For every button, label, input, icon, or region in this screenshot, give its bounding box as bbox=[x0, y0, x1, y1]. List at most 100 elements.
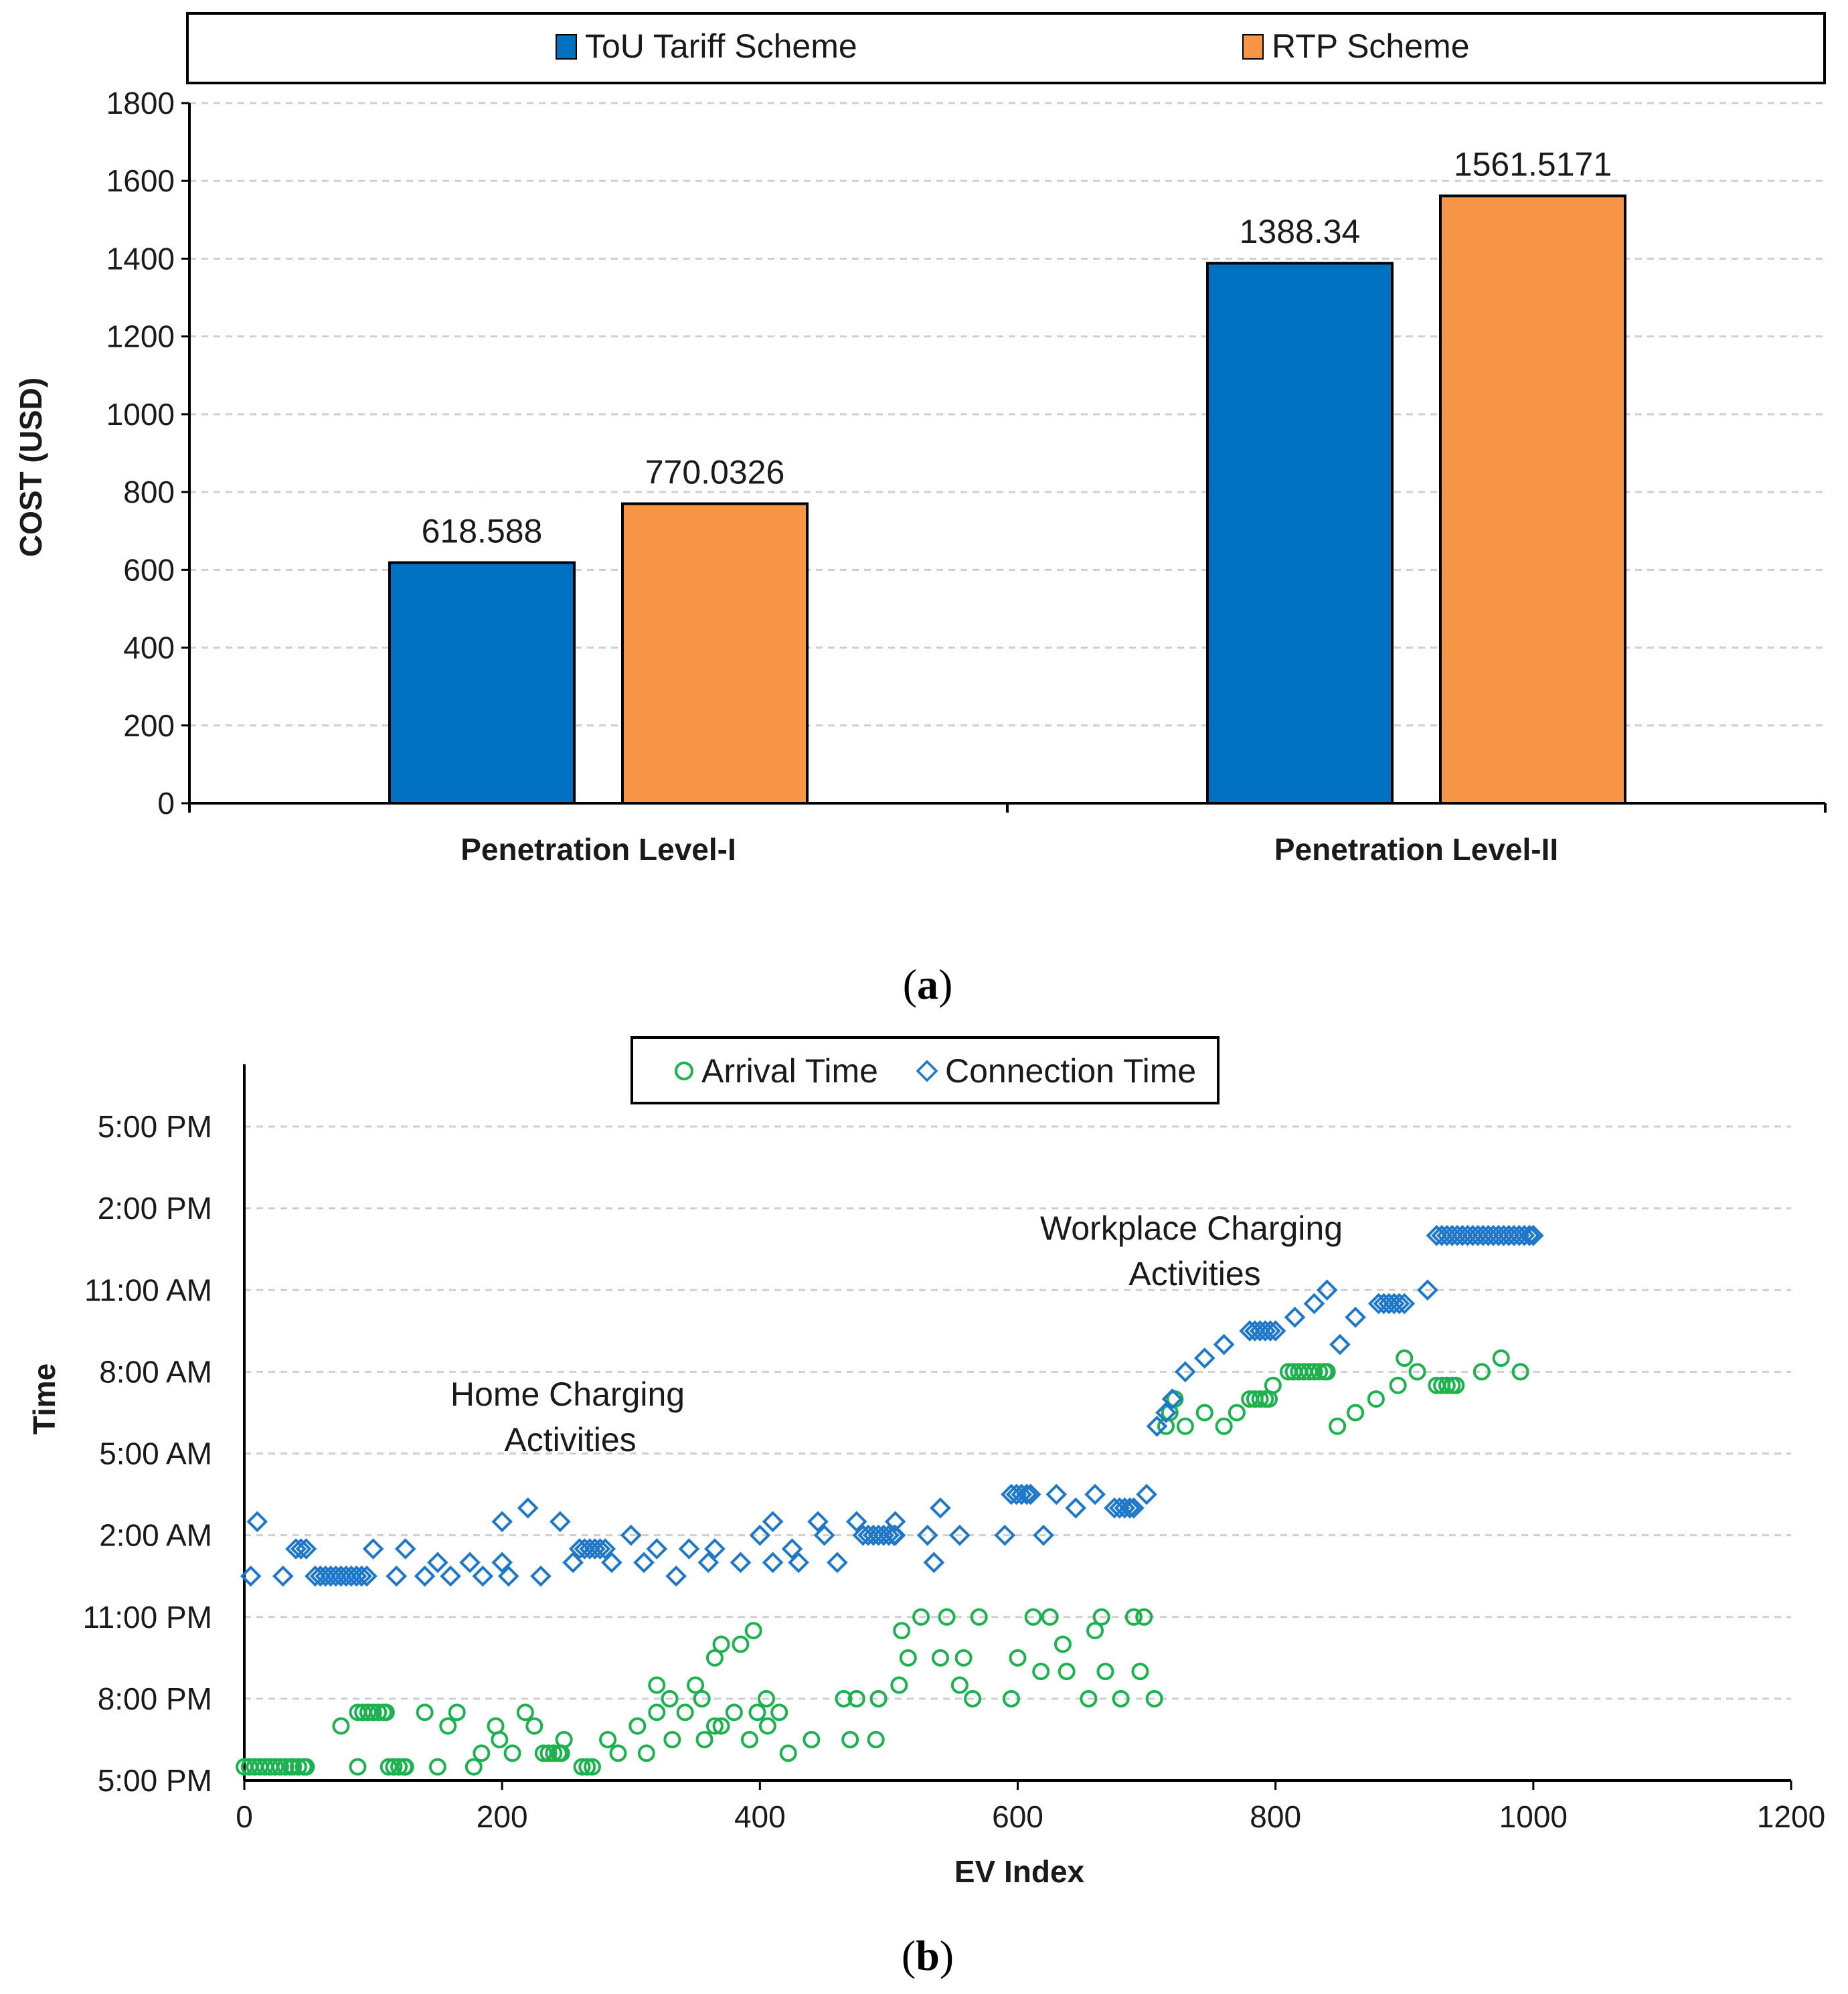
arrival-point bbox=[748, 1704, 766, 1722]
arrival-point bbox=[1447, 1376, 1465, 1394]
arrival-point bbox=[349, 1758, 367, 1776]
panel-a-letter: a bbox=[917, 961, 938, 1008]
arrival-point bbox=[695, 1730, 713, 1748]
connection-point bbox=[813, 1524, 835, 1546]
arrival-point bbox=[1092, 1608, 1110, 1626]
connection-point bbox=[1417, 1279, 1438, 1301]
arrival-point bbox=[899, 1649, 917, 1667]
arrival-point bbox=[757, 1689, 775, 1708]
arrival-point bbox=[705, 1649, 724, 1667]
arrival-point bbox=[1347, 1404, 1365, 1422]
connection-point bbox=[1193, 1347, 1215, 1369]
arrival-point bbox=[297, 1758, 315, 1776]
bar-y-tick-label: 1200 bbox=[106, 319, 175, 354]
connection-point bbox=[1316, 1279, 1338, 1301]
arrival-point bbox=[628, 1717, 647, 1735]
connection-point bbox=[884, 1511, 906, 1533]
bar-y-tick-label: 800 bbox=[123, 475, 175, 509]
arrival-point bbox=[1145, 1689, 1163, 1708]
arrival-point bbox=[661, 1689, 679, 1708]
connection-point bbox=[807, 1511, 829, 1533]
connection-point bbox=[1146, 1415, 1168, 1437]
arrival-point bbox=[377, 1704, 395, 1722]
arrival-point bbox=[869, 1689, 888, 1708]
connection-point bbox=[491, 1511, 513, 1533]
connection-point bbox=[878, 1524, 900, 1546]
category-label-level-1: Penetration Level-I bbox=[460, 832, 736, 867]
arrival-point bbox=[758, 1717, 776, 1735]
arrival-point bbox=[583, 1758, 601, 1776]
legend-tou-swatch bbox=[556, 34, 577, 60]
arrival-point bbox=[289, 1758, 307, 1776]
annotation-workplace-line2: Activities bbox=[1128, 1255, 1260, 1293]
arrival-point bbox=[503, 1744, 521, 1762]
connection-point bbox=[351, 1565, 373, 1587]
connection-point bbox=[1019, 1483, 1041, 1505]
connection-point bbox=[589, 1538, 611, 1560]
arrival-point bbox=[539, 1744, 558, 1762]
scatter-x-tick-label: 400 bbox=[734, 1799, 786, 1834]
connection-point bbox=[730, 1552, 752, 1574]
arrival-point bbox=[1086, 1622, 1104, 1640]
legend-arrival-label: Arrival Time bbox=[701, 1052, 878, 1090]
panel-b-letter: b bbox=[916, 1932, 940, 1979]
connection-point bbox=[240, 1565, 262, 1587]
arrival-point bbox=[705, 1717, 724, 1735]
arrival-point bbox=[416, 1704, 434, 1722]
scatter-x-tick-labels: 0 200 400 600 800 1000 1200 bbox=[236, 1799, 1825, 1834]
connection-point bbox=[1161, 1388, 1183, 1410]
arrival-point bbox=[1032, 1663, 1050, 1681]
bar-y-axis-title: COST (USD) bbox=[13, 378, 48, 557]
connection-point bbox=[1045, 1483, 1068, 1505]
legend-arrival-marker bbox=[675, 1062, 693, 1080]
connection-point bbox=[620, 1524, 642, 1546]
bar-tou-2 bbox=[1206, 262, 1394, 805]
arrival-point bbox=[663, 1730, 681, 1748]
scatter-x-axis-title: EV Index bbox=[954, 1854, 1085, 1889]
arrival-point bbox=[712, 1717, 730, 1735]
arrival-point bbox=[1251, 1390, 1269, 1408]
connection-point bbox=[788, 1552, 809, 1574]
arrival-point bbox=[893, 1622, 911, 1640]
arrival-point bbox=[573, 1758, 591, 1776]
bar-y-tick-label: 200 bbox=[123, 708, 175, 743]
connection-point bbox=[678, 1538, 700, 1560]
data-label-rtp-2: 1561.5171 bbox=[1454, 146, 1612, 183]
arrival-point bbox=[890, 1676, 908, 1694]
panel-a-caption: (a) bbox=[903, 961, 953, 1008]
arrival-point bbox=[1176, 1417, 1194, 1435]
arrival-point bbox=[1112, 1689, 1130, 1708]
arrival-point bbox=[970, 1608, 988, 1626]
arrival-point bbox=[332, 1717, 350, 1735]
arrival-point bbox=[516, 1704, 534, 1722]
arrival-point bbox=[676, 1704, 694, 1722]
arrival-point bbox=[1002, 1689, 1020, 1708]
connection-point bbox=[916, 1524, 938, 1546]
bar-series bbox=[388, 194, 1626, 805]
connection-point bbox=[594, 1538, 616, 1560]
scatter-x-tick-label: 0 bbox=[236, 1799, 253, 1834]
scatter-x-tick-label: 200 bbox=[477, 1799, 528, 1834]
arrival-point bbox=[284, 1758, 303, 1776]
connection-point bbox=[1016, 1483, 1037, 1505]
arrival-point bbox=[1024, 1608, 1042, 1626]
arrival-point bbox=[950, 1676, 969, 1694]
arrival-point bbox=[555, 1730, 573, 1748]
connection-point bbox=[562, 1552, 584, 1574]
scatter-y-tick-label: 11:00 AM bbox=[84, 1272, 212, 1307]
connection-point bbox=[1394, 1293, 1416, 1315]
scatter-y-tick-label: 5:00 AM bbox=[99, 1436, 212, 1471]
connection-point bbox=[1033, 1524, 1054, 1546]
bar-tou-1 bbox=[388, 561, 576, 805]
arrival-point bbox=[271, 1758, 289, 1776]
scatter-x-tick-label: 1000 bbox=[1499, 1799, 1568, 1834]
scatter-points bbox=[236, 1225, 1544, 1776]
arrival-point bbox=[1408, 1363, 1426, 1381]
arrival-point bbox=[1264, 1376, 1282, 1394]
connection-point bbox=[1155, 1402, 1177, 1424]
scatter-chart: 5:00 PM 8:00 PM 11:00 PM 2:00 AM 5:00 AM 8:00… bbox=[27, 1036, 1825, 1889]
connection-point bbox=[530, 1565, 552, 1587]
arrival-point bbox=[779, 1744, 797, 1762]
connection-point bbox=[845, 1511, 867, 1533]
arrival-point bbox=[835, 1689, 853, 1708]
